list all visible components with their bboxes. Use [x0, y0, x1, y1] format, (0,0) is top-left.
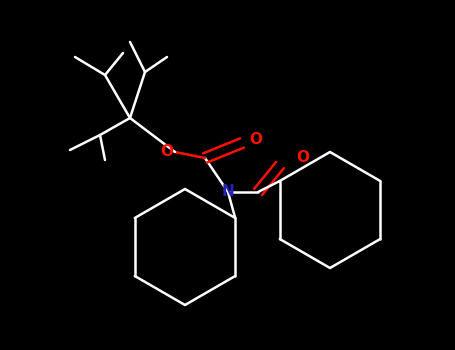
Text: O: O	[297, 150, 309, 166]
Text: O: O	[161, 145, 173, 160]
Text: N: N	[222, 184, 234, 200]
Text: O: O	[249, 133, 263, 147]
